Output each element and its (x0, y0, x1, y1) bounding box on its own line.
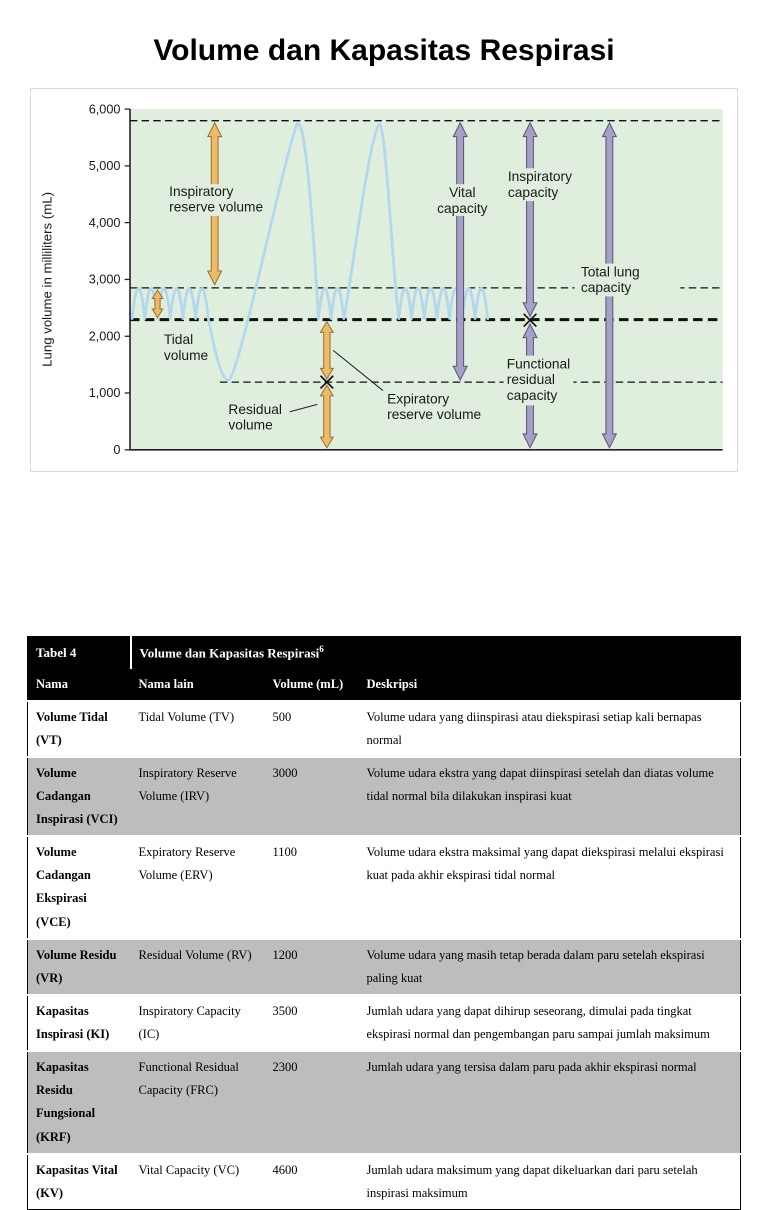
frc-label-bg (503, 355, 574, 406)
cell-volume: 3500 (272, 1003, 298, 1018)
volume-table: Tabel 4 Volume dan Kapasitas Respirasi6 … (27, 636, 741, 1210)
residual-volume-arrow (319, 384, 335, 449)
inspiratory-capacity-label-bg (503, 168, 580, 202)
irv-label-line1: Inspiratory (169, 184, 233, 199)
breathing-trace (128, 122, 490, 382)
y-axis-ticks (124, 108, 130, 451)
y-axis-labels: 6,000 5,000 4,000 3,000 2,000 1,000 0 (89, 102, 121, 457)
table-row: Kapasitas Residu Fungsional (KRF) Functi… (27, 1051, 741, 1154)
cell-nama: Volume Cadangan Ekspirasi (VCE) (36, 845, 91, 929)
frc-label-line1: Functional (507, 356, 570, 371)
spirogram-figure: Inspiratory reserve volume Tidal volume … (30, 88, 738, 472)
page-title: Volume dan Kapasitas Respirasi (153, 34, 615, 67)
y-tick-label: 6,000 (89, 102, 121, 116)
total-lung-capacity-label-line2: capacity (581, 280, 632, 295)
cell-volume: 4600 (272, 1162, 298, 1177)
irv-label-bg (165, 184, 272, 216)
y-tick-label: 5,000 (89, 159, 121, 173)
col-header-nama-lain: Nama lain (130, 668, 265, 701)
table-row: Volume Cadangan Inspirasi (VCI) Inspirat… (27, 756, 741, 837)
tidal-volume-label-line1: Tidal (164, 332, 193, 347)
residual-volume-label-line2: volume (228, 418, 273, 433)
residual-volume-label-line1: Residual (228, 402, 282, 417)
cell-nama: Volume Cadangan Inspirasi (VCI) (27, 756, 131, 837)
table-row: Volume Tidal (VT) Tidal Volume (TV) 500 … (27, 700, 741, 757)
y-tick-label: 4,000 (89, 216, 121, 230)
irv-label-line2: reserve volume (169, 200, 263, 215)
cell-nama: Volume Residu (VR) (27, 938, 131, 995)
frc-label-line2: residual (507, 372, 555, 387)
cell-nama-lain: Vital Capacity (VC) (138, 1162, 240, 1177)
y-tick-label: 3,000 (89, 273, 121, 287)
table-caption-label: Tabel 4 (27, 636, 132, 669)
cell-volume: 3000 (264, 756, 359, 837)
cell-nama: Volume Tidal (VT) (36, 709, 108, 747)
cell-deskripsi: Jumlah udara yang tersisa dalam paru pad… (358, 1051, 741, 1154)
erv-pointer (332, 349, 384, 391)
expiratory-reserve-volume-arrow (319, 320, 335, 380)
ic-frc-junction-mark (523, 313, 537, 328)
cell-nama-lain: Functional Residual Capacity (FRC) (130, 1051, 265, 1154)
y-tick-label: 1,000 (89, 386, 121, 400)
cell-deskripsi: Volume udara yang diinspirasi atau dieks… (366, 709, 702, 747)
cell-nama: Kapasitas Vital (KV) (36, 1162, 118, 1200)
table-row: Kapasitas Inspirasi (KI) Inspiratory Cap… (27, 994, 741, 1051)
tidal-volume-label-line2: volume (164, 348, 209, 363)
cell-volume: 1100 (272, 845, 298, 860)
y-tick-label: 2,000 (89, 330, 121, 344)
inspiratory-capacity-label-line1: Inspiratory (508, 169, 572, 184)
table-caption-title-text: Volume dan Kapasitas Respirasi (139, 645, 320, 661)
erv-rv-junction-mark (319, 375, 334, 390)
col-header-volume: Volume (mL) (264, 668, 359, 701)
cell-volume: 500 (272, 709, 292, 724)
cell-nama-lain: Expiratory Reserve Volume (ERV) (138, 845, 236, 883)
cell-deskripsi: Volume udara ekstra yang dapat diinspira… (358, 756, 741, 837)
y-tick-label: 0 (113, 443, 120, 457)
erv-label-line1: Expiratory (387, 391, 449, 406)
cell-deskripsi: Jumlah udara maksimum yang dapat dikelua… (366, 1162, 698, 1200)
table-caption-row: Tabel 4 Volume dan Kapasitas Respirasi6 (27, 636, 741, 669)
vital-capacity-label-line1: Vital (449, 185, 475, 200)
residual-volume-pointer (289, 403, 318, 413)
table-row: Kapasitas Vital (KV) Vital Capacity (VC)… (27, 1153, 741, 1210)
table-row: Volume Cadangan Ekspirasi (VCE) Expirato… (27, 836, 741, 939)
cell-volume: 1200 (264, 938, 359, 995)
cell-volume: 2300 (264, 1051, 359, 1154)
frc-label-line3: capacity (507, 388, 558, 403)
total-lung-capacity-label-line1: Total lung (581, 264, 640, 279)
erv-label-line2: reserve volume (387, 407, 481, 422)
cell-deskripsi: Volume udara yang masih tetap berada dal… (358, 938, 741, 995)
cell-nama: Kapasitas Inspirasi (KI) (36, 1003, 110, 1042)
vital-capacity-label-line2: capacity (437, 201, 488, 216)
table-caption-title: Volume dan Kapasitas Respirasi6 (130, 636, 741, 669)
cell-deskripsi: Volume udara ekstra maksimal yang dapat … (366, 845, 724, 883)
cell-nama: Kapasitas Residu Fungsional (KRF) (27, 1051, 131, 1154)
table-row: Volume Residu (VR) Residual Volume (RV) … (27, 938, 741, 995)
tidal-volume-arrow (151, 289, 164, 319)
figure-labels: Inspiratory reserve volume Tidal volume … (164, 169, 640, 433)
cell-nama-lain: Residual Volume (RV) (130, 938, 265, 995)
inspiratory-capacity-label-line2: capacity (508, 185, 559, 200)
y-axis-title: Lung volume in milliliters (mL) (40, 192, 55, 367)
cell-nama-lain: Tidal Volume (TV) (138, 709, 235, 724)
total-lung-capacity-label-bg (574, 263, 681, 297)
vital-capacity-label-bg (433, 184, 491, 216)
col-header-deskripsi: Deskripsi (358, 668, 741, 701)
cell-nama-lain: Inspiratory Reserve Volume (IRV) (130, 756, 265, 837)
table-header-row: Nama Nama lain Volume (mL) Deskripsi (27, 668, 741, 701)
cell-nama-lain: Inspiratory Capacity (IC) (138, 1003, 241, 1042)
cell-deskripsi: Jumlah udara yang dapat dihirup seseoran… (366, 1003, 710, 1042)
table-caption-superscript: 6 (319, 644, 324, 654)
col-header-nama: Nama (27, 668, 131, 701)
spirogram-svg: Inspiratory reserve volume Tidal volume … (40, 102, 723, 457)
